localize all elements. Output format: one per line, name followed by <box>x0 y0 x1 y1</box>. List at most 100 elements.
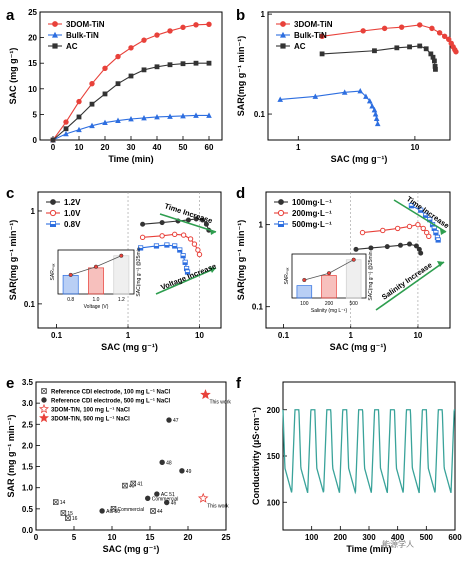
point-b-1-3 <box>357 88 364 94</box>
point-a-2-0 <box>50 137 56 143</box>
scatter-point-0-1 <box>60 510 67 516</box>
x-axis-label-a: Time (min) <box>108 154 153 164</box>
x-tick-label-f-1: 200 <box>334 533 348 542</box>
y-tick-label-e-0: 0.0 <box>22 526 34 535</box>
point-c-0-5 <box>199 217 205 223</box>
scatter-point-1-5 <box>99 508 105 514</box>
y-tick-label-c-0: 0.1 <box>24 300 36 309</box>
scatter-label-0-1: 15 <box>67 511 73 517</box>
point-a-1-4 <box>102 119 108 125</box>
point-b-1-0 <box>277 96 284 102</box>
point-c-0-0 <box>140 221 146 227</box>
scatter-point-0-0 <box>53 499 59 505</box>
x-tick-label-c-0: 0.1 <box>51 331 63 340</box>
legend-label-b-0: 3DOM-TiN <box>294 20 333 29</box>
inset-cat-label-c-2: 1.2 <box>118 297 125 303</box>
chart-b: 1 10 0.1 1 SAC (mg g⁻¹) SAR(mg g⁻¹ min⁻¹) 3DOM… <box>236 10 459 164</box>
point-d-1-7 <box>426 233 432 240</box>
point-b-1-6 <box>369 103 375 109</box>
panel-label-a: a <box>6 7 15 24</box>
point-a-0-5 <box>115 53 121 60</box>
point-b-2-7 <box>430 54 436 60</box>
point-d-0-2 <box>384 244 390 250</box>
point-d-2-8-fill <box>435 239 441 243</box>
scatter-label-0-6: Commercial <box>118 507 145 513</box>
legend-label-b-1: Bulk-TiN <box>294 31 327 40</box>
point-a-1-1 <box>63 130 69 137</box>
y-axis-label-c: SAR(mg g⁻¹ min⁻¹) <box>8 220 18 301</box>
point-d-0-3 <box>397 242 403 248</box>
x-axis-label-d: SAC (mg g⁻¹) <box>330 342 387 352</box>
x-tick-label-e-3: 15 <box>146 533 155 542</box>
point-b-0-4 <box>417 22 423 28</box>
watermark: 能源学人 <box>382 540 414 549</box>
point-b-2-0 <box>319 51 325 57</box>
point-a-0-7 <box>141 37 147 43</box>
time-arrow-d <box>393 199 447 233</box>
point-a-0-2 <box>76 98 82 105</box>
x-tick-label-f-5: 600 <box>448 533 462 542</box>
legend-marker-d-2 <box>277 220 284 227</box>
x-tick-label-c-2: 10 <box>195 331 204 340</box>
x-tick-label-e-4: 20 <box>184 533 193 542</box>
scatter-label-1-0: 47 <box>173 418 179 424</box>
point-b-0-0 <box>319 33 325 39</box>
point-c-1-3 <box>180 232 187 238</box>
y-axis-label-d: SAR(mg g⁻¹ min⁻¹) <box>236 220 246 301</box>
legend-marker-c-0 <box>50 199 56 205</box>
inset-line-point-c-1 <box>93 264 99 269</box>
point-d-2-0-fill <box>409 205 414 208</box>
point-a-0-8 <box>154 32 160 38</box>
legend-label-a-2: AC <box>66 42 78 51</box>
point-c-2-3 <box>172 243 178 249</box>
scatter-point-2-0 <box>197 492 209 503</box>
point-a-1-3 <box>89 122 95 129</box>
time-arrow-c <box>159 213 217 233</box>
scatter-point-0-0-x <box>53 499 59 505</box>
point-a-2-1 <box>63 126 69 132</box>
legend-label-e-3: 3DOM-TiN, 500 mg L⁻¹ NaCl <box>51 416 130 423</box>
legend-marker-d-1 <box>277 209 285 217</box>
scatter-point-0-5 <box>150 508 156 514</box>
point-a-2-8 <box>154 64 160 70</box>
legend-label-c-0: 1.2V <box>64 198 81 207</box>
x-tick-label-f-0: 100 <box>305 533 319 542</box>
scatter-point-1-3 <box>154 491 160 497</box>
x-axis-label-b: SAC (mg g⁻¹) <box>331 154 388 164</box>
point-c-2-1 <box>153 243 160 249</box>
x-axis-label-c: SAC (mg g⁻¹) <box>101 342 158 352</box>
point-b-1-8 <box>372 111 379 117</box>
point-a-0-11 <box>193 22 199 28</box>
point-a-1-5 <box>115 117 121 123</box>
legend-marker-b-0 <box>280 21 286 27</box>
point-a-0-9 <box>167 28 173 34</box>
plot-frame-e <box>35 381 227 531</box>
param-arrow-c <box>155 267 217 295</box>
y-tick-label-d-1: 1 <box>259 221 264 230</box>
point-c-0-4 <box>193 216 199 222</box>
inset-cat-label-c-0: 0.8 <box>67 297 74 303</box>
inset-line-point-d-1 <box>326 271 332 276</box>
point-c-2-2 <box>164 242 170 248</box>
point-a-1-8 <box>154 113 160 120</box>
point-d-2-1-fill <box>418 210 423 213</box>
inset-ylabel-left-d: SARₘₐₓ <box>284 267 290 284</box>
time-arrow-head-c <box>210 229 216 235</box>
point-b-0-2 <box>381 25 388 32</box>
point-b-0-6 <box>436 30 443 36</box>
y-tick-label-a-1: 5 <box>33 110 38 119</box>
legend-label-a-1: Bulk-TiN <box>66 31 99 40</box>
legend-marker-e-2 <box>39 403 49 414</box>
point-b-2-5 <box>423 46 429 52</box>
point-d-1-4 <box>415 221 421 228</box>
y-tick-label-e-1: 0.5 <box>22 505 34 514</box>
legend-label-e-0: Reference CDI electrode, 100 mg L⁻¹ NaCl <box>51 389 171 396</box>
inset-cat-label-d-0: 100 <box>300 301 309 307</box>
panel-label-b: b <box>236 7 245 24</box>
conductivity-line <box>282 409 456 495</box>
x-tick-label-e-2: 10 <box>108 533 117 542</box>
panel-label-f: f <box>236 375 242 392</box>
point-c-1-4 <box>187 236 194 242</box>
scatter-point-1-0 <box>166 417 172 423</box>
